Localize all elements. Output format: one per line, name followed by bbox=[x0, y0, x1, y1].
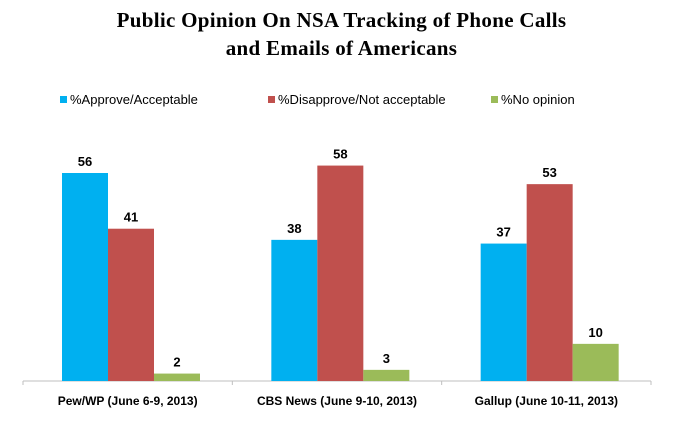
data-label-0-1: 41 bbox=[124, 210, 138, 225]
category-label-2: Gallup (June 10-11, 2013) bbox=[475, 394, 618, 408]
bar-0-1 bbox=[108, 228, 154, 381]
legend-swatch-1 bbox=[268, 96, 275, 103]
data-label-1-2: 3 bbox=[383, 351, 390, 366]
category-label-1: CBS News (June 9-10, 2013) bbox=[257, 394, 417, 408]
category-label-0: Pew/WP (June 6-9, 2013) bbox=[58, 394, 198, 408]
bar-1-1 bbox=[317, 165, 364, 381]
legend-label-2: %No opinion bbox=[501, 92, 575, 107]
legend-swatch-2 bbox=[491, 96, 498, 103]
data-label-2-0: 37 bbox=[496, 225, 510, 240]
data-label-1-1: 58 bbox=[333, 147, 347, 162]
legend-label-0: %Approve/Acceptable bbox=[70, 92, 198, 107]
bar-2-1 bbox=[526, 184, 573, 381]
chart-title-line-2: and Emails of Americans bbox=[225, 36, 458, 60]
data-label-2-2: 10 bbox=[588, 325, 602, 340]
legend-swatch-0 bbox=[60, 96, 67, 103]
chart-title-line-1: Public Opinion On NSA Tracking of Phone … bbox=[116, 8, 567, 32]
chart-title: Public Opinion On NSA Tracking of Phone … bbox=[0, 6, 683, 62]
bar-1-0 bbox=[271, 239, 318, 381]
bar-0-0 bbox=[62, 173, 108, 381]
data-label-0-0: 56 bbox=[78, 154, 92, 169]
bar-2-2 bbox=[572, 343, 619, 381]
bar-0-2 bbox=[154, 373, 200, 381]
bar-2-0 bbox=[480, 243, 527, 381]
bar-1-2 bbox=[363, 369, 410, 381]
data-label-1-0: 38 bbox=[287, 221, 301, 236]
legend-label-1: %Disapprove/Not acceptable bbox=[278, 92, 446, 107]
data-label-2-1: 53 bbox=[542, 165, 556, 180]
data-label-0-2: 2 bbox=[173, 355, 180, 370]
